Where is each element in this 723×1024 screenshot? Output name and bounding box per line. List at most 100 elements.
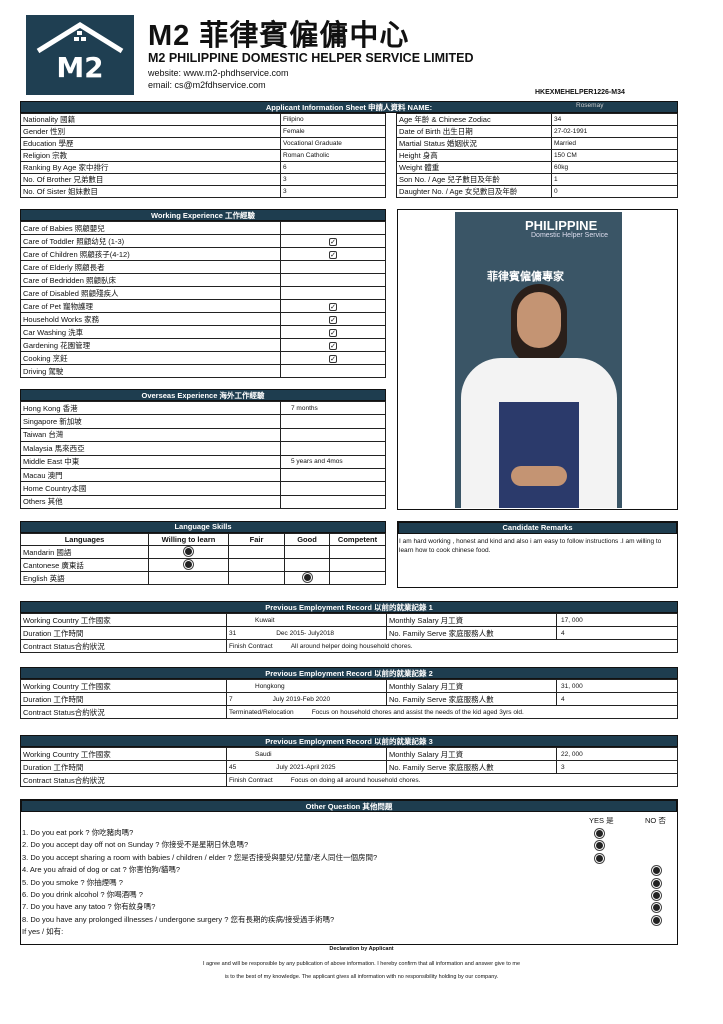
country-duration <box>280 441 386 456</box>
radio-selected-icon[interactable] <box>185 547 192 555</box>
country-label: Taiwan 台灣 <box>20 427 281 443</box>
applicant-title: Applicant Information Sheet 申請人資料 NAME: <box>265 103 433 112</box>
language-label: Mandarin 國語 <box>20 545 149 559</box>
radio-selected-icon[interactable] <box>653 879 660 887</box>
experience-label: Driving 駕駛 <box>20 364 281 378</box>
family-label: No. Family Serve 家庭服務人數 <box>386 626 557 640</box>
employment-record: Previous Employment Record 以前的就業記錄 1 Wor… <box>20 601 678 653</box>
applicant-section: Applicant Information Sheet 申請人資料 NAME: … <box>20 101 678 198</box>
applicant-row: Religion 宗教 Roman Catholic <box>20 149 386 162</box>
field-label: Weight 體重 <box>396 161 552 174</box>
country-duration <box>280 494 386 510</box>
checkbox-checked-icon[interactable]: ✓ <box>329 354 337 363</box>
candidate-photo: PHILIPPINE Domestic Helper Service 菲律賓僱傭… <box>455 212 622 508</box>
field-value: Female <box>280 125 386 138</box>
radio-selected-icon[interactable] <box>185 560 192 568</box>
radio-selected-icon[interactable] <box>653 891 660 899</box>
experience-check: ✓ <box>280 299 386 313</box>
language-level-cell <box>228 545 285 559</box>
checkbox-checked-icon[interactable]: ✓ <box>329 237 337 246</box>
duration-value: 31 Dec 2015- July2018 <box>226 626 387 640</box>
working-experience-section: Working Experience 工作經驗 Care of Babies 照… <box>20 209 386 378</box>
checkbox-checked-icon[interactable]: ✓ <box>329 341 337 350</box>
experience-check: ✓ <box>280 234 386 248</box>
country-label: Middle East 中東 <box>20 454 281 469</box>
language-column-header: Good <box>284 533 330 546</box>
duration-period: July 2021-April 2025 <box>276 763 336 771</box>
radio-selected-icon[interactable] <box>303 573 311 581</box>
language-level-cell <box>284 571 330 585</box>
applicant-right-table: Age 年齡 & Chinese Zodiac 34 Date of Birth 出… <box>396 113 678 198</box>
field-label: Son No. / Age 兒子數目及年齡 <box>396 173 552 186</box>
experience-label: Care of Pet 寵物護理 <box>20 299 281 313</box>
radio-selected-icon[interactable] <box>653 867 660 875</box>
field-value: 34 <box>551 113 678 126</box>
employment-row: Working Country 工作國家 Hongkong Monthly Sala… <box>20 679 678 693</box>
employment-row: Contract Status合約狀況 Finish Contract All ar… <box>20 639 678 653</box>
checkbox-checked-icon[interactable]: ✓ <box>329 315 337 324</box>
checkbox-checked-icon[interactable]: ✓ <box>329 250 337 259</box>
overseas-table: Hong Kong 香港 7 months Singapore 新加坡 Taiwan … <box>20 400 386 510</box>
field-label: Martial Status 婚姻狀況 <box>396 137 552 150</box>
language-level-cell <box>329 571 386 585</box>
experience-label: Care of Babies 照顧嬰兒 <box>20 221 281 235</box>
other-questions-section: Other Question 其他問題 YES 是 NO 否 1. Do you… <box>20 799 678 945</box>
applicant-row: Age 年齡 & Chinese Zodiac 34 <box>396 113 678 126</box>
duration-period: July 2019-Feb 2020 <box>272 695 331 703</box>
status-value: Finish Contract All around helper doing h… <box>226 639 678 653</box>
overseas-row: Taiwan 台灣 <box>20 427 386 443</box>
remarks-header: Candidate Remarks <box>398 522 677 534</box>
experience-check <box>280 364 386 378</box>
photo-banner-sub: Domestic Helper Service <box>531 232 609 239</box>
language-table: Languages Willing to learn Fair Good Compete… <box>20 533 386 585</box>
radio-selected-icon[interactable] <box>596 830 603 837</box>
experience-label: Care of Disabled 照顧殘疾人 <box>20 286 281 300</box>
country-duration <box>280 427 386 443</box>
field-value: 3 <box>280 185 386 198</box>
radio-selected-icon[interactable] <box>653 904 660 912</box>
questions-header: Other Question 其他問題 <box>21 800 677 812</box>
language-level-cell <box>329 545 386 559</box>
if-yes-label: If yes / 如有: <box>22 927 64 937</box>
contract-status: Finish Contract <box>229 776 273 784</box>
question-text: 3. Do you accept sharing a room with bab… <box>22 852 378 862</box>
radio-selected-icon[interactable] <box>596 842 603 850</box>
employment-header: Previous Employment Record 以前的就業記錄 2 <box>20 667 678 679</box>
duration-value: 45 July 2021-April 2025 <box>226 760 387 774</box>
declaration-line-2: is to the best of my knowledge. The appl… <box>224 974 499 980</box>
checkbox-checked-icon[interactable]: ✓ <box>329 328 337 337</box>
field-value: 1 <box>551 173 678 186</box>
field-value: 3 <box>280 173 386 186</box>
radio-selected-icon[interactable] <box>596 854 603 862</box>
remarks-text: I am hard working , honest and kind and … <box>399 538 662 555</box>
applicant-row: Nationality 國籍 Filipino <box>20 113 386 126</box>
experience-row: Care of Disabled 照顧殘疾人 <box>20 286 386 300</box>
radio-selected-icon[interactable] <box>653 916 660 924</box>
employment-row: Contract Status合約狀況 Terminated/Relocation… <box>20 705 678 719</box>
experience-check <box>280 286 386 300</box>
photo-banner: PHILIPPINE <box>525 218 598 233</box>
country-label: Working Country 工作國家 <box>20 679 227 693</box>
country-label: Macau 澳門 <box>20 467 281 483</box>
experience-label: Car Washing 洗車 <box>20 325 281 339</box>
field-value: 6 <box>280 161 386 174</box>
duration-label: Duration 工作時間 <box>20 760 227 774</box>
experience-label: Care of Children 照顧孩子(4-12) <box>20 247 281 261</box>
country-duration: 7 months <box>280 400 386 416</box>
house-logo-icon: M2 <box>36 22 124 84</box>
experience-row: Gardening 花園管理 ✓ <box>20 338 386 352</box>
country-value: Saudi <box>226 747 387 761</box>
question-text: 4. Are you afraid of dog or cat ? 你害怕狗/貓… <box>22 865 180 875</box>
question-row: 5. Do you smoke ? 你抽煙嗎 ? <box>22 877 672 889</box>
question-row: 3. Do you accept sharing a room with bab… <box>22 852 672 864</box>
checkbox-checked-icon[interactable]: ✓ <box>329 302 337 311</box>
duties: Focus on doing all around household chor… <box>290 776 421 784</box>
duties: All around helper doing household chores… <box>290 642 413 650</box>
photo-frame: PHILIPPINE Domestic Helper Service 菲律賓僱傭… <box>397 209 678 510</box>
question-row: 2. Do you accept day off not on Sunday ?… <box>22 839 672 851</box>
field-label: Date of Birth 出生日期 <box>396 125 552 138</box>
employment-header: Previous Employment Record 以前的就業記錄 1 <box>20 601 678 613</box>
field-label: Gender 性別 <box>20 125 281 138</box>
employment-row: Duration 工作時間 45 July 2021-April 2025 No. F… <box>20 760 678 774</box>
field-value: 0 <box>551 185 678 198</box>
